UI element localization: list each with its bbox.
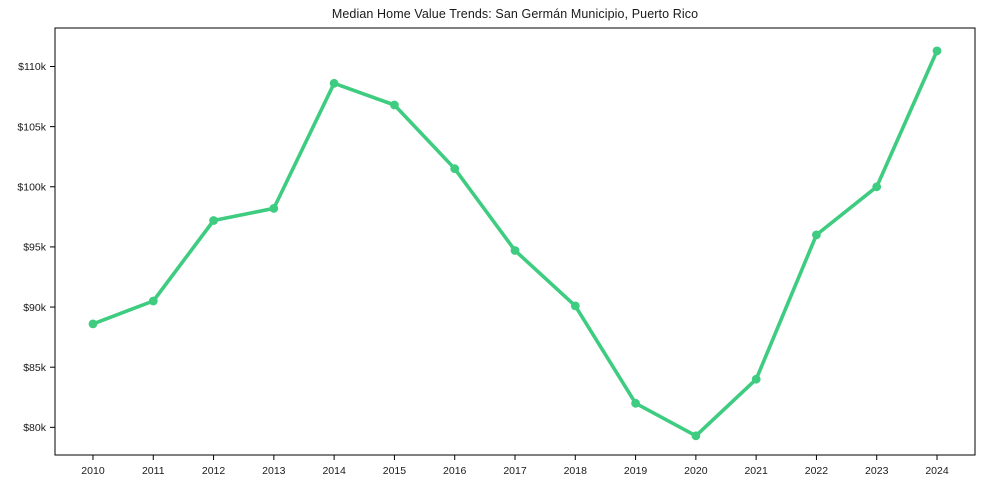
data-point-marker: [872, 182, 882, 192]
y-tick-label: $110k: [18, 61, 47, 73]
data-point-marker: [148, 296, 158, 306]
data-point-marker: [510, 246, 520, 255]
y-tick-label: $95k: [23, 242, 47, 254]
x-tick-label: 2018: [564, 465, 588, 477]
series-line: [91, 49, 939, 438]
data-point-marker: [932, 46, 942, 56]
y-tick-label: $105k: [17, 121, 46, 133]
y-tick-label: $90k: [23, 302, 47, 314]
data-point-marker: [88, 319, 98, 329]
data-point-marker: [570, 301, 580, 311]
data-point-marker: [631, 398, 640, 408]
y-tick-label: $85k: [23, 362, 47, 374]
data-point-marker: [812, 230, 821, 240]
data-point-marker: [269, 204, 279, 213]
plot-border: [54, 27, 976, 456]
data-point-marker: [390, 100, 399, 110]
x-tick-label: 2016: [443, 465, 467, 477]
x-tick-label: 2019: [624, 465, 648, 477]
data-point-marker: [751, 374, 761, 384]
chart-title: Median Home Value Trends: San Germán Mun…: [331, 7, 699, 21]
data-point-marker: [450, 164, 460, 174]
x-tick-label: 2021: [744, 465, 768, 477]
x-tick-label: 2014: [322, 465, 346, 477]
y-tick-label: $100k: [17, 181, 46, 193]
x-tick-label: 2024: [925, 465, 949, 477]
y-tick-label: $80k: [23, 422, 47, 434]
data-point-marker: [209, 216, 219, 225]
x-tick-label: 2020: [684, 465, 708, 477]
x-tick-label: 2022: [805, 465, 829, 477]
x-tick-label: 2013: [262, 465, 286, 477]
x-tick-label: 2010: [81, 465, 105, 477]
x-tick-label: 2017: [503, 465, 527, 477]
x-tick-label: 2015: [383, 465, 407, 477]
data-point-marker: [691, 431, 701, 441]
x-tick-label: 2012: [202, 465, 226, 477]
x-tick-label: 2023: [865, 465, 889, 477]
data-point-marker: [329, 78, 339, 88]
x-tick-label: 2011: [142, 465, 165, 477]
